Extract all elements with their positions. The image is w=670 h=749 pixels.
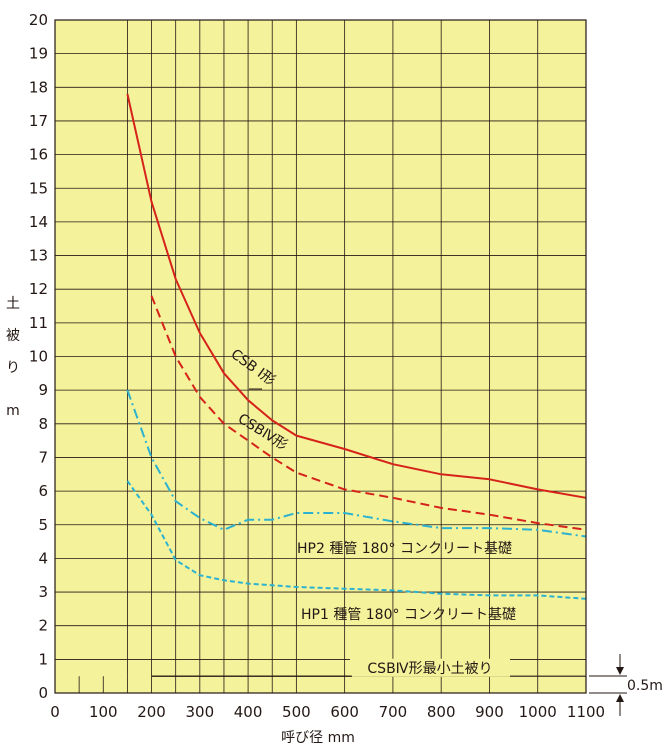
y-tick-label: 8 bbox=[38, 415, 48, 433]
x-tick-label: 900 bbox=[475, 703, 504, 721]
hp1-curve-label: HP1 種管 180° コンクリート基礎 bbox=[301, 606, 516, 623]
series-line-3 bbox=[126, 389, 587, 538]
y-tick-label: 16 bbox=[29, 146, 48, 164]
series-line-1 bbox=[126, 93, 587, 499]
plot-frame bbox=[54, 19, 587, 694]
dimension-arrowhead-down bbox=[616, 667, 624, 675]
x-tick-label: 400 bbox=[234, 703, 263, 721]
grid bbox=[55, 20, 586, 693]
y-tick-label: 14 bbox=[29, 213, 48, 231]
y-tick-label: 12 bbox=[29, 280, 48, 298]
y-tick-label: 1 bbox=[38, 650, 48, 668]
y-tick-label: 15 bbox=[29, 179, 48, 197]
x-tick-label: 800 bbox=[427, 703, 456, 721]
minimum-cover-band bbox=[55, 676, 586, 693]
y-tick-label: 2 bbox=[38, 617, 48, 635]
x-tick-label: 700 bbox=[379, 703, 408, 721]
hp2-curve-label: HP2 種管 180° コンクリート基礎 bbox=[297, 540, 512, 557]
y-tick-label: 19 bbox=[29, 45, 48, 63]
x-tick-label: 200 bbox=[137, 703, 166, 721]
y-axis-label-unit: m bbox=[6, 403, 20, 419]
y-axis-label-char-2: 被 bbox=[6, 328, 20, 344]
y-axis-label-char-3: り bbox=[6, 360, 20, 376]
dimension-label: 0.5m bbox=[627, 678, 663, 694]
y-tick-label: 7 bbox=[38, 448, 48, 466]
x-tick-label: 1100 bbox=[567, 703, 605, 721]
plot-content: CSBⅣ形最小土被り bbox=[126, 93, 587, 677]
y-tick-label: 17 bbox=[29, 112, 48, 130]
x-axis-label: 呼び径 mm bbox=[281, 730, 355, 746]
x-tick-label: 300 bbox=[185, 703, 214, 721]
y-tick-label: 0 bbox=[38, 684, 48, 702]
min-cover-label: CSBⅣ形最小土被り bbox=[367, 661, 492, 677]
y-tick-label: 13 bbox=[29, 247, 48, 265]
x-tick-label: 600 bbox=[330, 703, 359, 721]
y-tick-label: 5 bbox=[38, 516, 48, 534]
x-tick-label: 500 bbox=[282, 703, 311, 721]
x-tick-label: 100 bbox=[89, 703, 118, 721]
dimension-arrowhead-up bbox=[616, 694, 624, 702]
min-cover-label-bg bbox=[350, 658, 510, 677]
y-axis-label-char-1: 土 bbox=[6, 296, 20, 312]
y-tick-label: 6 bbox=[38, 482, 48, 500]
series-line-2 bbox=[150, 295, 587, 531]
y-tick-label: 10 bbox=[29, 348, 48, 366]
y-tick-label: 20 bbox=[29, 11, 48, 29]
y-tick-label: 9 bbox=[38, 381, 48, 399]
y-tick-label: 4 bbox=[38, 549, 48, 567]
x-tick-label: 1000 bbox=[519, 703, 557, 721]
y-tick-label: 11 bbox=[29, 314, 48, 332]
series-line-4 bbox=[126, 480, 587, 600]
x-tick-label: 0 bbox=[50, 703, 60, 721]
y-tick-label: 3 bbox=[38, 583, 48, 601]
y-tick-label: 18 bbox=[29, 78, 48, 96]
